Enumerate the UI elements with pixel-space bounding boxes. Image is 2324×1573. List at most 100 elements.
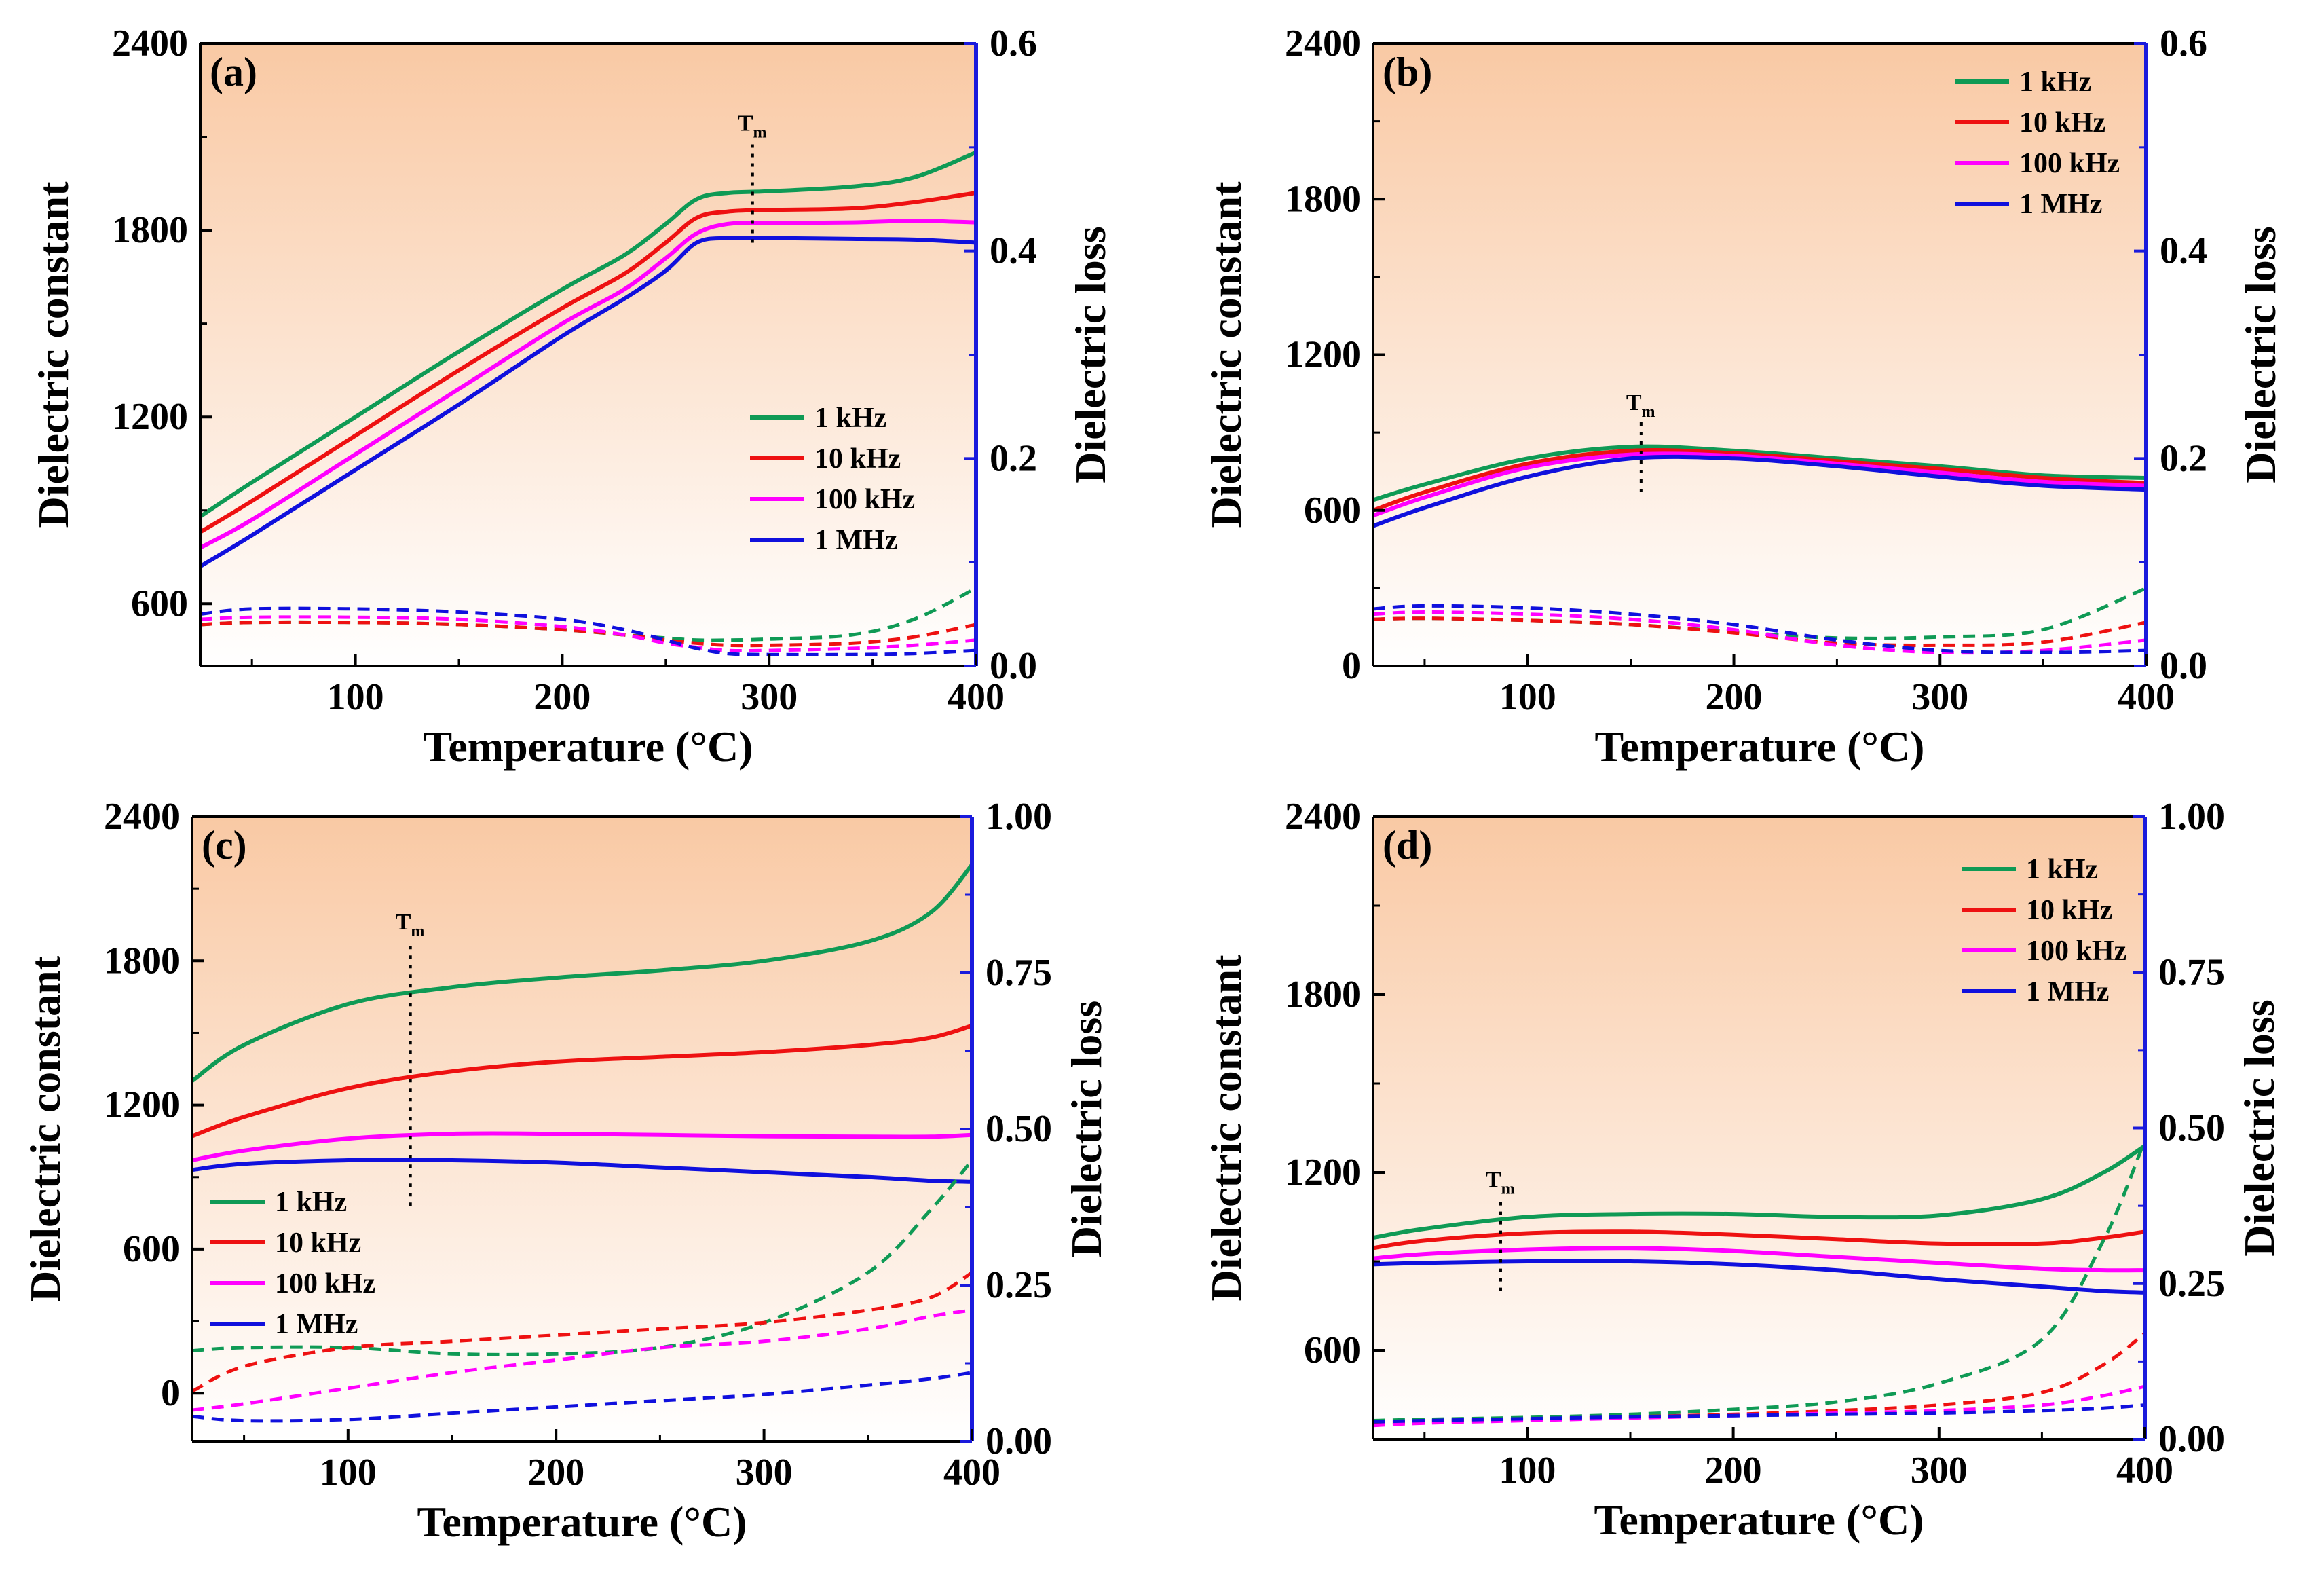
loss-line-1mhz: [192, 1371, 972, 1423]
series-group: [1373, 1139, 2145, 1428]
x-tick-label: 200: [533, 676, 591, 718]
legend-label: 10 kHz: [2019, 107, 2105, 138]
y2-axis-title: Dielectric loss: [1062, 1001, 1110, 1258]
dielectric-line-1mhz: [1373, 454, 2146, 528]
y2-tick-label: 0.2: [2160, 437, 2207, 479]
legend-label: 10 kHz: [275, 1227, 361, 1259]
dielectric-line-100khz: [1373, 451, 2146, 518]
loss-line-10khz: [200, 620, 976, 648]
y-tick-label: 1800: [104, 940, 180, 982]
y2-tick-label: 0.75: [986, 952, 1052, 994]
plot-background: [192, 817, 972, 1441]
y2-tick-label: 0.6: [2160, 22, 2207, 64]
dielectric-line-1khz: [1373, 444, 2146, 502]
legend-label: 1 MHz: [814, 525, 897, 556]
y-tick-label: 600: [1304, 489, 1361, 532]
tm-label-main: T: [1626, 390, 1642, 415]
x-tick-label: 400: [2116, 1449, 2173, 1492]
plot-background: [1373, 43, 2146, 666]
y2-tick-label: 0.0: [990, 645, 1037, 687]
y-tick-label: 2400: [112, 22, 188, 64]
legend-label: 1 kHz: [2019, 67, 2091, 98]
y-tick-label: 600: [1304, 1329, 1361, 1371]
y2-tick-label: 0.50: [986, 1108, 1052, 1150]
legend-label: 1 MHz: [2026, 976, 2109, 1007]
y2-tick-label: 1.00: [2158, 796, 2225, 838]
loss-line-100khz: [1373, 610, 2146, 655]
y-tick-label: 2400: [1285, 22, 1361, 64]
y2-tick-label: 0.75: [2158, 951, 2225, 993]
dielectric-line-100khz: [1373, 1246, 2145, 1273]
loss-line-100khz: [200, 615, 976, 653]
y-tick-label: 600: [123, 1228, 180, 1270]
loss-line-100khz: [192, 1308, 972, 1412]
x-tick-label: 300: [1911, 1449, 1968, 1492]
x-tick-label: 200: [1706, 676, 1763, 718]
tm-label-sub: m: [411, 923, 424, 940]
y2-tick-label: 0.00: [986, 1420, 1052, 1462]
y2-tick-label: 0.50: [2158, 1107, 2225, 1149]
y-tick-label: 1200: [104, 1084, 180, 1126]
tm-label: Tm: [1626, 390, 1655, 421]
panel-label: (c): [202, 823, 247, 868]
y-tick-label: 1200: [112, 396, 188, 438]
y-tick-label: 1800: [1285, 178, 1361, 220]
loss-line-1mhz: [1373, 604, 2146, 654]
x-tick-label: 400: [948, 676, 1005, 718]
dielectric-line-1khz: [1373, 1144, 2145, 1240]
dielectric-line-10khz: [200, 191, 976, 534]
dielectric-line-100khz: [192, 1131, 972, 1162]
x-tick-label: 100: [1499, 1449, 1556, 1492]
legend-label: 100 kHz: [814, 484, 915, 515]
x-tick-label: 100: [320, 1451, 377, 1494]
legend-label: 1 kHz: [2026, 854, 2098, 885]
legend-label: 10 kHz: [814, 443, 901, 475]
panel-c: Tm 100 200 300 400 0 600 1200 1800 2400 0.00 0.25 0.…: [21, 796, 1110, 1546]
legend-label: 10 kHz: [2026, 895, 2112, 926]
x-tick-label: 100: [327, 676, 384, 718]
y2-axis-title: Dielectric loss: [1066, 226, 1114, 483]
x-tick-label: 300: [1911, 676, 1968, 718]
y2-tick-label: 0.2: [990, 437, 1037, 479]
tm-label-sub: m: [753, 124, 767, 142]
tm-label-main: T: [396, 910, 411, 935]
y-axis-title: Dielectric constant: [29, 181, 77, 528]
x-tick-label: 300: [736, 1451, 793, 1494]
dielectric-line-100khz: [200, 219, 976, 550]
legend-label: 1 MHz: [275, 1309, 358, 1340]
y2-tick-label: 0.4: [2160, 230, 2207, 272]
tm-label-sub: m: [1642, 403, 1655, 421]
x-tick-label: 400: [943, 1451, 1000, 1494]
series-group: [192, 863, 972, 1423]
y-axis-title: Dielectric constant: [21, 955, 69, 1302]
y2-tick-label: 1.00: [986, 796, 1052, 838]
dielectric-line-10khz: [1373, 1229, 2145, 1251]
y2-tick-label: 0.25: [986, 1264, 1052, 1306]
dielectric-line-10khz: [192, 1023, 972, 1139]
y2-tick-label: 0.6: [990, 22, 1037, 64]
panel-d: Tm 100 200 300 400 600 1200 1800 2400 0.00 0.25 0.5…: [1202, 796, 2283, 1544]
legend-label: 100 kHz: [2019, 148, 2120, 179]
panel-b: Tm 100 200 300 400 0 600 1200 1800 2400 0.0 0.2 0.4 0…: [1202, 22, 2285, 771]
y-tick-label: 0: [1342, 645, 1361, 687]
x-tick-label: 200: [527, 1451, 584, 1494]
dielectric-line-10khz: [1373, 448, 2146, 513]
y-tick-label: 600: [131, 582, 188, 625]
y-tick-label: 1200: [1285, 334, 1361, 376]
series-group: [1373, 444, 2146, 655]
y-tick-label: 2400: [104, 796, 180, 838]
dielectric-line-1khz: [192, 863, 972, 1083]
panel-label: (d): [1383, 823, 1432, 868]
x-axis-title: Temperature (°C): [1595, 722, 1925, 771]
x-tick-label: 200: [1705, 1449, 1762, 1492]
loss-line-10khz: [1373, 616, 2146, 647]
x-axis-title: Temperature (°C): [424, 722, 753, 771]
y-tick-label: 1800: [112, 209, 188, 251]
tm-label: Tm: [738, 111, 767, 142]
panel-label: (a): [210, 50, 257, 94]
x-tick-label: 100: [1499, 676, 1556, 718]
legend-label: 1 kHz: [275, 1187, 347, 1218]
y-tick-label: 0: [161, 1372, 180, 1414]
loss-line-1khz: [200, 587, 976, 642]
